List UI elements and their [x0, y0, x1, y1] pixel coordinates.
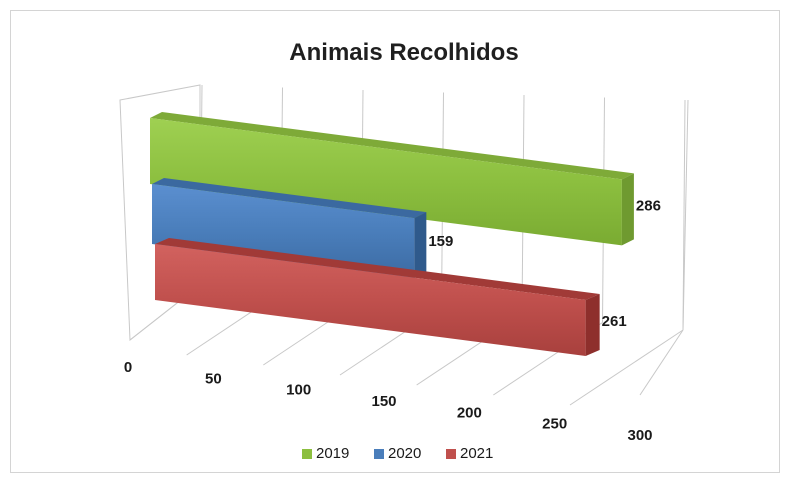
bar-side-2019	[621, 173, 634, 246]
gridline-floor	[569, 329, 684, 406]
legend-swatch	[374, 449, 384, 459]
bar-front-2020	[152, 184, 415, 279]
legend-item-2020: 2020	[374, 445, 421, 462]
legend-label: 2019	[316, 445, 349, 462]
legend-label: 2021	[460, 445, 493, 462]
bar-top-2020	[152, 178, 427, 219]
chart-title: Animais Recolhidos	[289, 39, 518, 66]
bars	[150, 112, 634, 356]
data-labels: 286 159 261	[428, 197, 661, 330]
bar-top-2021	[155, 238, 600, 300]
bar-2019	[150, 112, 634, 246]
legend-item-2021: 2021	[446, 445, 493, 462]
data-label-2021: 261	[602, 313, 627, 330]
floor-right-edge	[639, 329, 684, 396]
data-label-2020: 159	[428, 233, 453, 250]
legend: 2019 2020 2021	[302, 445, 493, 462]
x-tick-label: 150	[371, 393, 396, 410]
legend-label: 2020	[388, 445, 421, 462]
bar-top-2019	[150, 112, 634, 180]
bar-side-2021	[585, 293, 600, 356]
bar-2020	[152, 178, 427, 279]
legend-item-2019: 2019	[302, 445, 349, 462]
x-axis-ticks: 0 50 100 150 200 250 300	[124, 359, 653, 444]
x-tick-label: 0	[124, 359, 132, 376]
bar-front-2019	[150, 118, 622, 246]
data-label-2019: 286	[636, 197, 661, 214]
back-wall-edge	[682, 99, 689, 331]
bar-front-2021	[155, 244, 586, 356]
x-tick-label: 300	[627, 427, 652, 444]
legend-swatch	[302, 449, 312, 459]
x-tick-label: 250	[542, 416, 567, 433]
x-tick-label: 50	[205, 370, 222, 387]
bar-side-2020	[414, 212, 427, 279]
bar-2021	[155, 238, 600, 356]
x-tick-label: 200	[457, 404, 482, 421]
x-tick-label: 100	[286, 382, 311, 399]
legend-swatch	[446, 449, 456, 459]
